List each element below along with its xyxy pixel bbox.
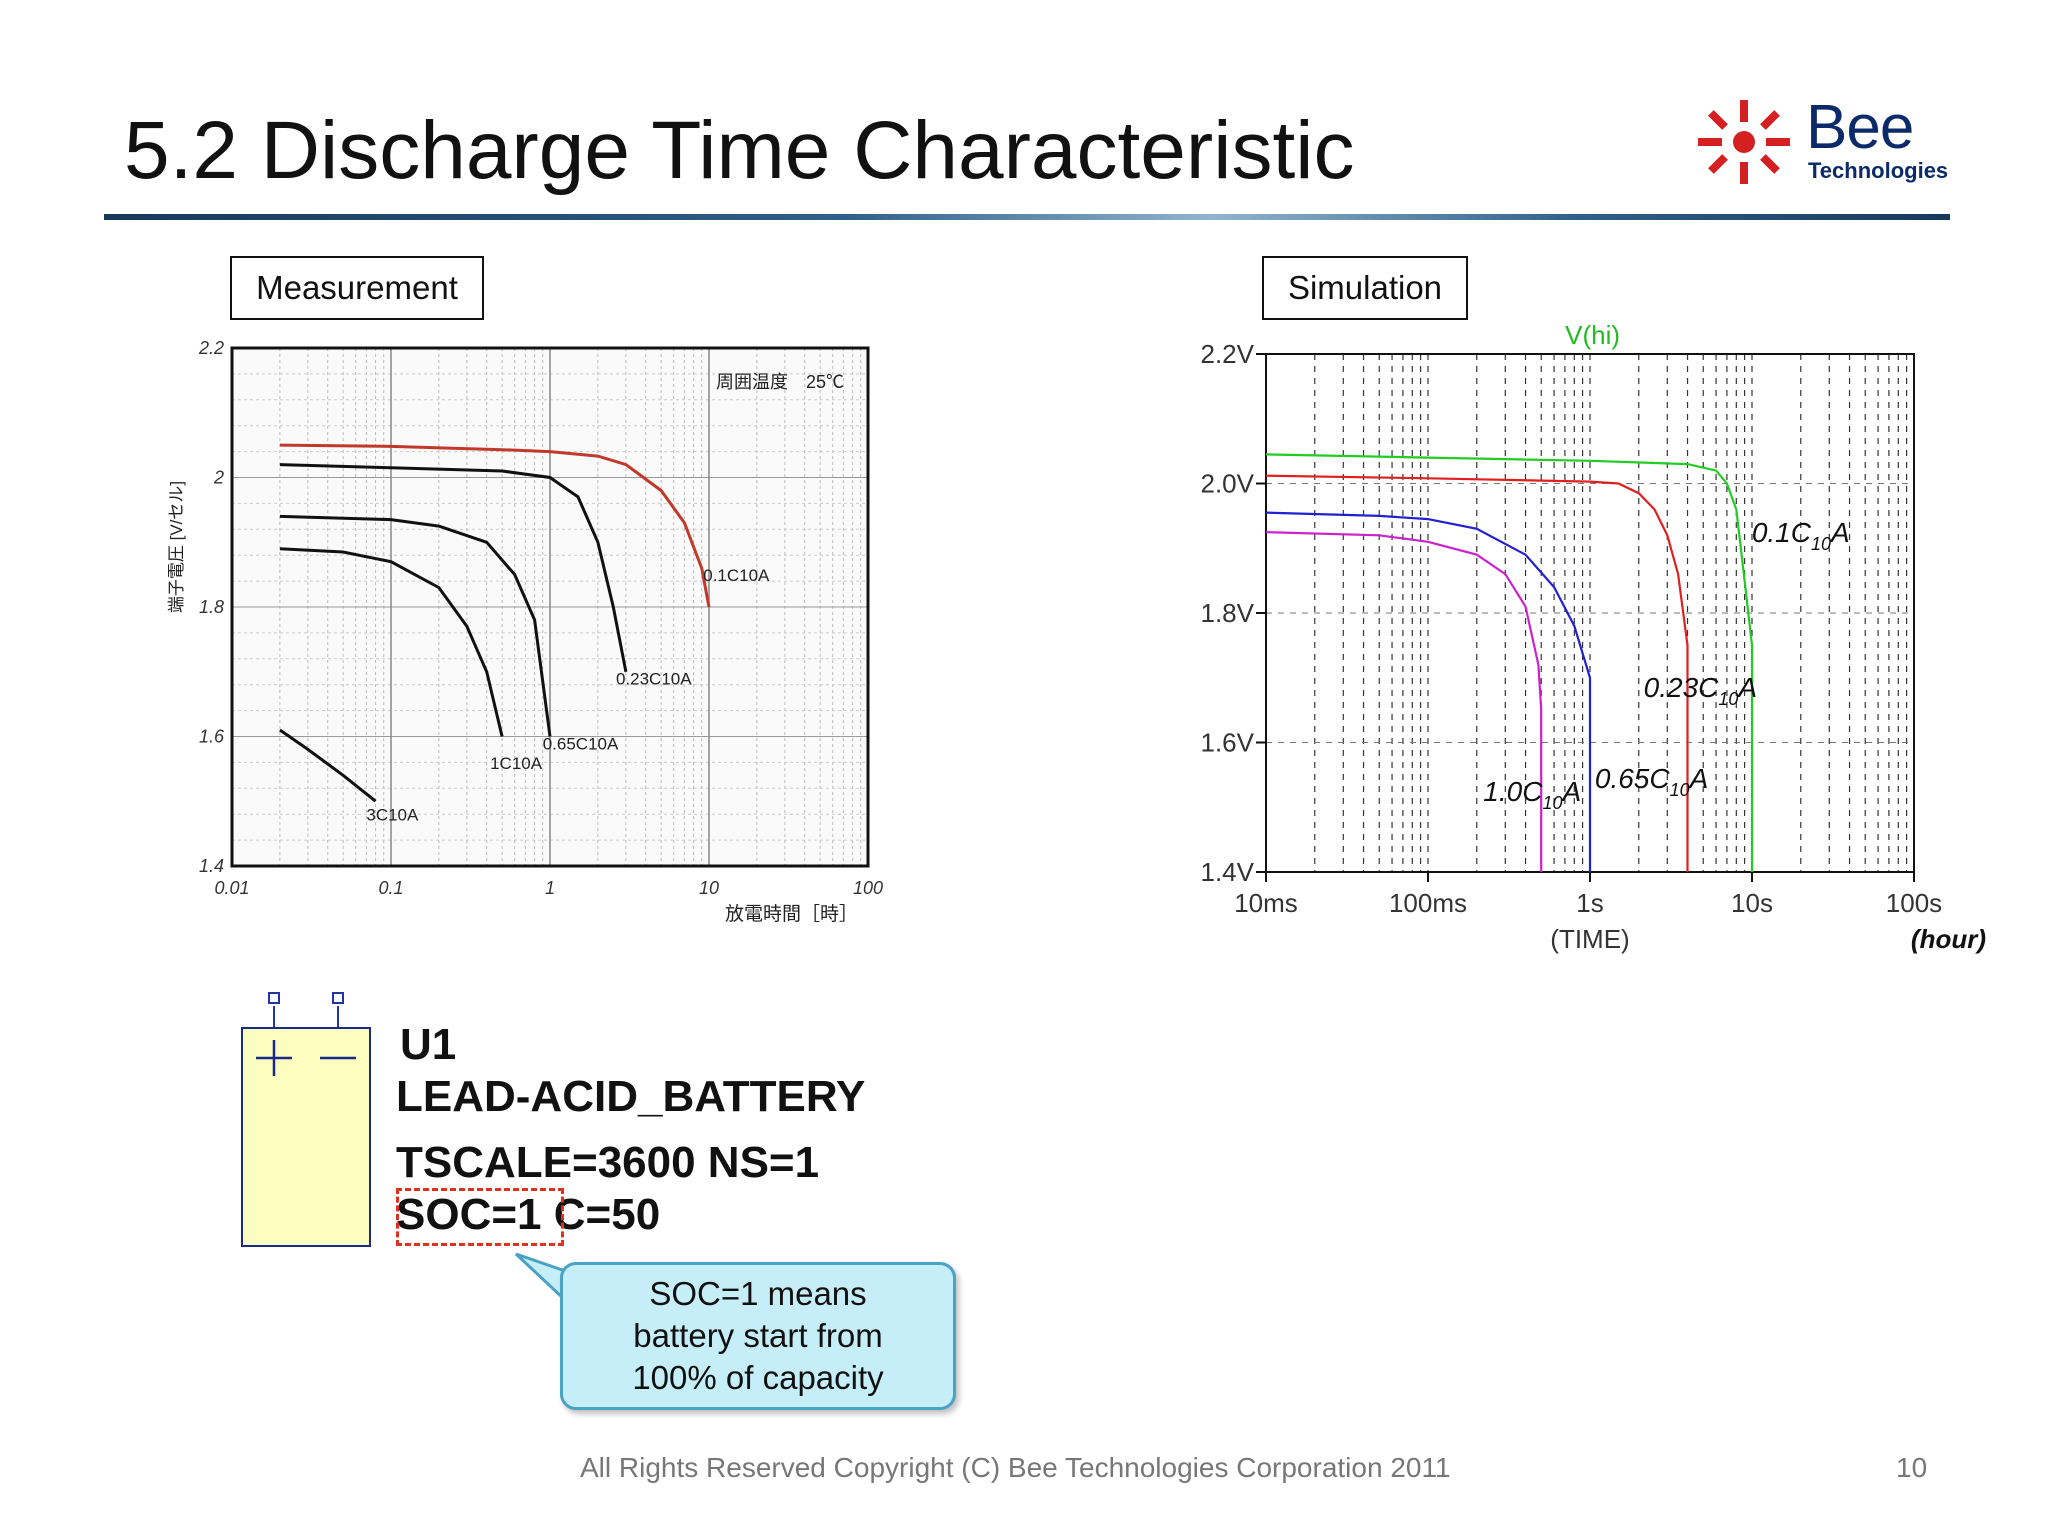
copyright-footer: All Rights Reserved Copyright (C) Bee Te… <box>580 1452 1451 1483</box>
series-line <box>1265 474 1689 872</box>
series-line <box>1265 511 1592 872</box>
y-tick-label: 1.6V <box>1201 728 1255 758</box>
series-line <box>279 728 377 803</box>
y-tick-label: 1.4 <box>199 856 224 876</box>
chart-annotation: 周囲温度 25℃ <box>716 372 844 392</box>
series-label: 1.0C10A <box>1483 776 1581 813</box>
simulation-label: Simulation <box>1262 256 1468 320</box>
x-tick-label: 1s <box>1576 888 1603 918</box>
series-label-end: A <box>1736 672 1757 703</box>
y-tick-label: 1.8V <box>1201 598 1255 628</box>
callout-line1: SOC=1 means <box>649 1275 867 1312</box>
trace-label: V(hi) <box>1565 320 1620 350</box>
y-axis-label: 端子電圧 [V/セル] <box>167 481 186 613</box>
series-label-sub: 10 <box>1811 534 1831 554</box>
series-label-main: 0.23C <box>1644 672 1719 703</box>
callout-line3: 100% of capacity <box>632 1359 884 1396</box>
series-line <box>1265 531 1543 872</box>
series-label-main: 1.0C <box>1483 776 1543 807</box>
series-label-end: A <box>1829 517 1850 548</box>
x-tick-label: 0.01 <box>214 878 249 898</box>
logo-wordmark: Bee <box>1806 93 1914 162</box>
x-unit-note: (hour) <box>1911 924 1986 954</box>
x-tick-label: 10s <box>1731 888 1773 918</box>
x-tick-label: 10ms <box>1234 888 1298 918</box>
x-tick-label: 100 <box>853 878 883 898</box>
series-label-end: A <box>1560 776 1581 807</box>
series-label: 0.23C10A <box>616 670 692 689</box>
terminal-plus-pin <box>268 992 280 1004</box>
param-soc: SOC=1 <box>396 1190 542 1239</box>
bee-burst-icon <box>1698 100 1790 184</box>
y-tick-label: 1.4V <box>1201 857 1255 887</box>
x-tick-label: 100ms <box>1389 888 1467 918</box>
series-label-main: 0.65C <box>1595 763 1670 794</box>
x-axis-label: (TIME) <box>1550 924 1629 954</box>
measurement-chart: 0.01 0.1 1 10 100 1.4 1.6 1.8 2 2.2 放電時間［時］ 端子電圧 [V… <box>167 338 883 925</box>
series-label-sub: 10 <box>1670 780 1690 800</box>
series-label-sub: 10 <box>1718 689 1738 709</box>
battery-symbol <box>241 992 371 1247</box>
series-line <box>279 514 552 737</box>
x-axis-label: 放電時間［時］ <box>725 903 858 925</box>
series-label: 0.23C10A <box>1644 672 1757 709</box>
series-line <box>279 547 504 737</box>
series-line <box>279 463 628 673</box>
x-tick-label: 1 <box>545 878 555 898</box>
page-title: 5.2 Discharge Time Characteristic <box>124 105 1355 196</box>
param-c: C=50 <box>553 1190 661 1239</box>
symbol-params-line2: SOC=1 C=50 <box>396 1190 660 1240</box>
x-tick-label: 0.1 <box>378 878 403 898</box>
simulation-chart: 1.4V 1.6V 1.8V 2.0V 2.2V 10ms 100ms 1s 10s 100s (T… <box>1201 320 1987 954</box>
y-tick-label: 2.2V <box>1201 339 1255 369</box>
y-tick-label: 1.8 <box>199 597 224 617</box>
series-label-main: 0.1C <box>1752 517 1812 548</box>
symbol-params-line1: TSCALE=3600 NS=1 <box>396 1138 820 1187</box>
symbol-ref: U1 <box>400 1020 457 1069</box>
series-label: 1C10A <box>490 754 543 773</box>
x-tick-label: 10 <box>699 878 719 898</box>
soc-highlight-box <box>396 1188 564 1246</box>
y-tick-label: 2.0V <box>1201 469 1255 499</box>
y-tick-label: 2.2 <box>198 338 224 358</box>
plot-frame <box>230 346 870 868</box>
page-number: 10 <box>1896 1452 1928 1483</box>
x-tick-label: 100s <box>1886 888 1942 918</box>
y-tick-label: 1.6 <box>199 727 225 747</box>
series-label: 0.65C10A <box>543 734 619 753</box>
series-line <box>1265 453 1754 872</box>
soc-callout: SOC=1 means battery start from 100% of c… <box>560 1262 956 1410</box>
measurement-label: Measurement <box>230 256 484 320</box>
symbol-name: LEAD-ACID_BATTERY <box>396 1072 866 1121</box>
series-label-sub: 10 <box>1542 793 1562 813</box>
terminal-minus-pin <box>332 992 344 1004</box>
logo-subtitle: Technologies <box>1808 158 1949 183</box>
series-label-end: A <box>1688 763 1709 794</box>
bee-logo: Bee Technologies <box>1694 93 1954 192</box>
series-label: 0.1C10A <box>1752 517 1850 554</box>
y-tick-label: 2 <box>213 468 224 488</box>
series-label: 0.1C10A <box>703 566 770 585</box>
series-label: 3C10A <box>366 806 419 825</box>
series-label: 0.65C10A <box>1595 763 1708 800</box>
title-divider <box>104 214 1950 220</box>
series-line <box>279 443 711 608</box>
callout-line2: battery start from <box>633 1317 883 1354</box>
